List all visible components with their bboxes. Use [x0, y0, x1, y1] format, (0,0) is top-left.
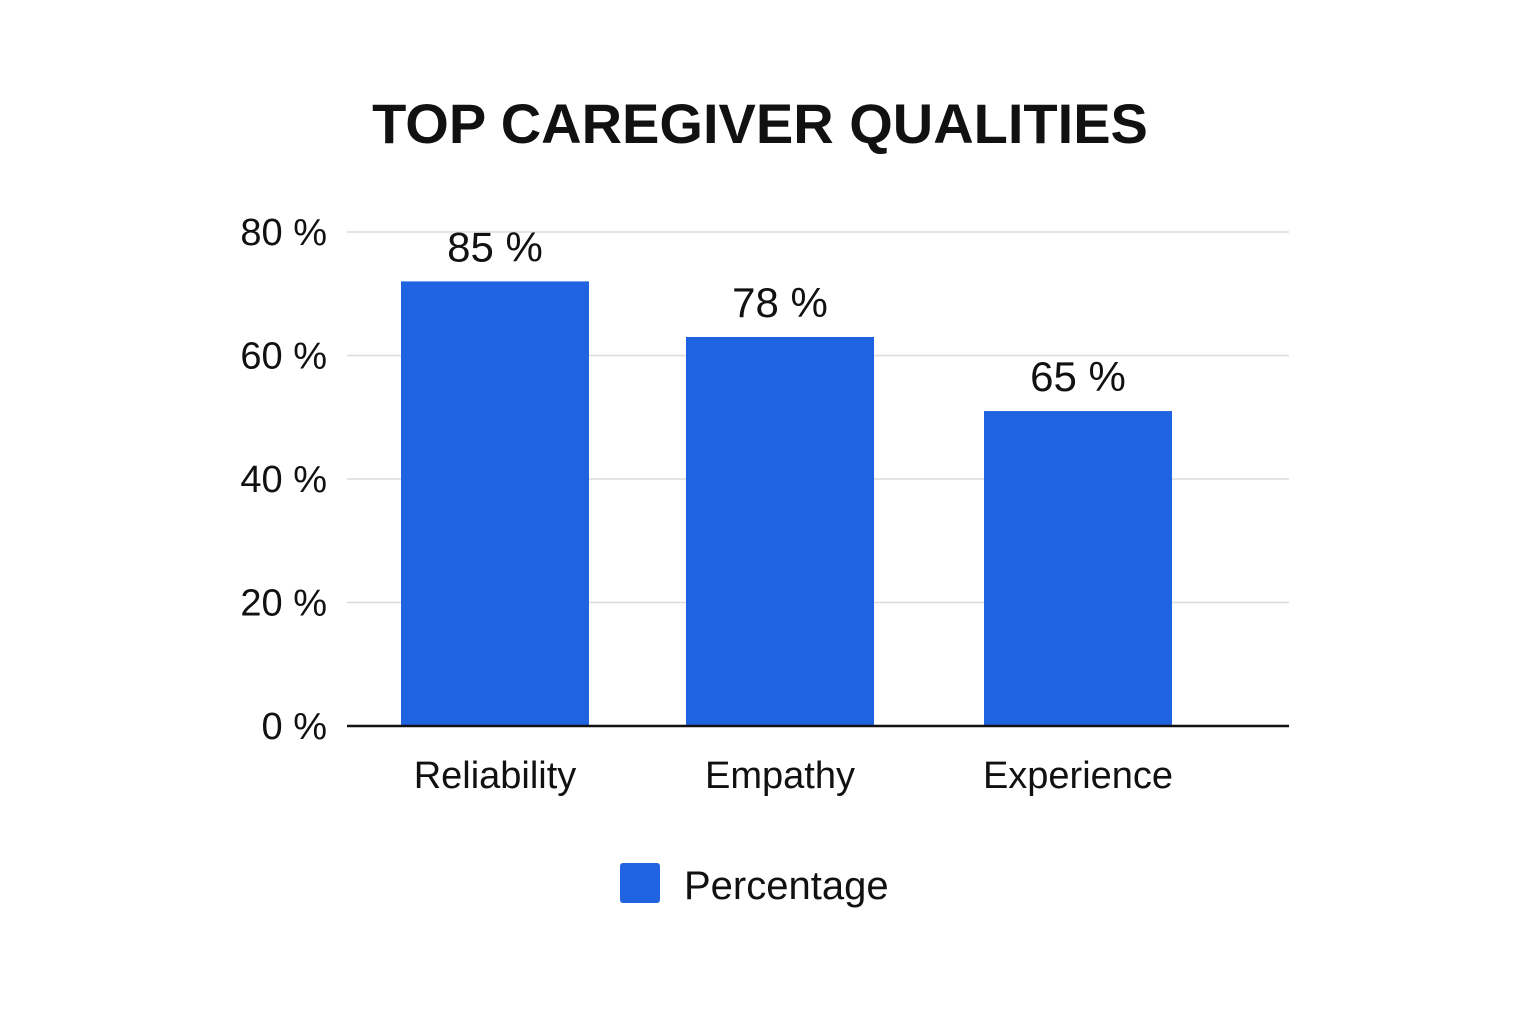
y-tick-label: 60 %	[240, 336, 327, 378]
x-category-label: Experience	[983, 755, 1173, 797]
legend-swatch	[620, 863, 660, 903]
bar-empathy	[686, 336, 874, 726]
bars	[401, 281, 1172, 726]
y-tick-label: 20 %	[240, 583, 327, 625]
bar-reliability	[401, 281, 589, 726]
legend: Percentage	[620, 863, 889, 908]
chart-title: TOP CAREGIVER QUALITIES	[372, 92, 1148, 155]
y-tick-label: 80 %	[240, 212, 327, 254]
data-label: 65 %	[1030, 353, 1126, 400]
data-labels: 85 % 78 % 65 %	[447, 223, 1126, 400]
legend-label: Percentage	[684, 864, 889, 908]
y-axis-ticks: 0 % 20 % 40 % 60 % 80 %	[240, 212, 327, 748]
y-tick-label: 0 %	[262, 706, 327, 748]
x-axis-categories: Reliability Empathy Experience	[414, 755, 1173, 797]
y-tick-label: 40 %	[240, 459, 327, 501]
x-category-label: Empathy	[705, 755, 855, 797]
data-label: 85 %	[447, 223, 543, 270]
bar-experience	[984, 411, 1172, 726]
data-label: 78 %	[732, 279, 828, 326]
x-category-label: Reliability	[414, 755, 577, 797]
